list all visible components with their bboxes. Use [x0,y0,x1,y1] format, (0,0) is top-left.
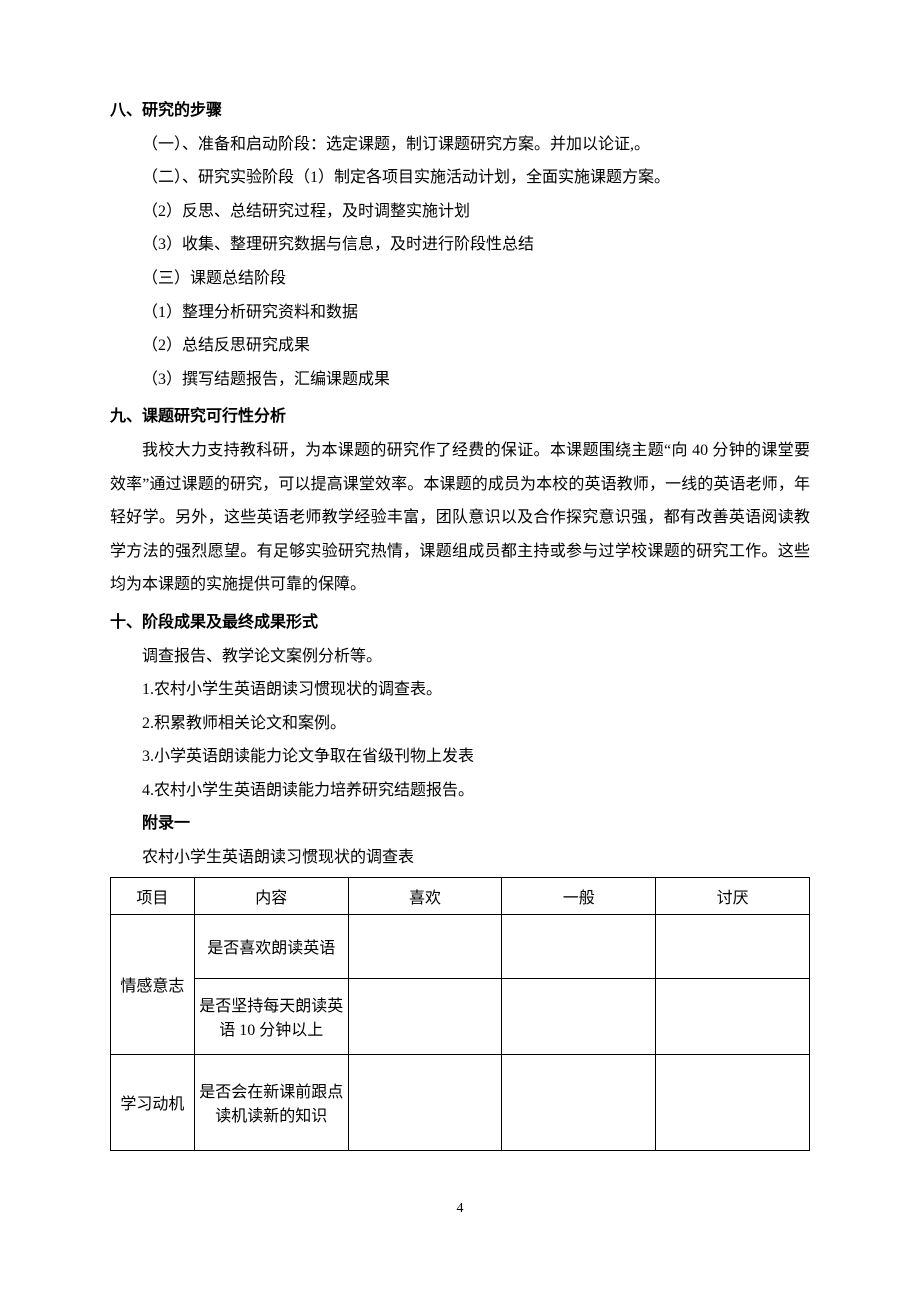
section-8-line-3: （2）反思、总结研究过程，及时调整实施计划 [110,195,810,229]
appendix-label: 附录一 [110,807,810,841]
table-category-cell: 情感意志 [111,914,195,1054]
section-8-line-4: （3）收集、整理研究数据与信息，及时进行阶段性总结 [110,228,810,262]
table-cell-average [502,1054,656,1150]
section-10-line-3: 2.积累教师相关论文和案例。 [110,707,810,741]
table-cell-average [502,914,656,978]
section-10-line-4: 3.小学英语朗读能力论文争取在省级刊物上发表 [110,740,810,774]
table-header-row: 项目 内容 喜欢 一般 讨厌 [111,877,810,914]
table-header-item: 项目 [111,877,195,914]
table-row: 是否坚持每天朗读英语 10 分钟以上 [111,978,810,1054]
section-8-line-2: （二）、研究实验阶段（1）制定各项目实施活动计划，全面实施课题方案。 [110,161,810,195]
table-cell-like [348,1054,502,1150]
table-row: 情感意志 是否喜欢朗读英语 [111,914,810,978]
table-content-cell: 是否坚持每天朗读英语 10 分钟以上 [194,978,348,1054]
table-header-content: 内容 [194,877,348,914]
table-cell-dislike [656,978,810,1054]
table-header-like: 喜欢 [348,877,502,914]
table-header-dislike: 讨厌 [656,877,810,914]
section-8-line-7: （2）总结反思研究成果 [110,329,810,363]
section-8-line-6: （1）整理分析研究资料和数据 [110,296,810,330]
section-8-line-5: （三）课题总结阶段 [110,262,810,296]
table-header-average: 一般 [502,877,656,914]
section-10-line-1: 调查报告、教学论文案例分析等。 [110,640,810,674]
section-10-line-2: 1.农村小学生英语朗读习惯现状的调查表。 [110,673,810,707]
table-category-cell: 学习动机 [111,1054,195,1150]
page-number: 4 [110,1201,810,1217]
table-cell-dislike [656,1054,810,1150]
section-8-line-8: （3）撰写结题报告，汇编课题成果 [110,363,810,397]
section-9-heading: 九、课题研究可行性分析 [110,400,810,434]
table-cell-average [502,978,656,1054]
section-8-line-1: （一）、准备和启动阶段：选定课题，制订课题研究方案。并加以论证,。 [110,128,810,162]
table-content-cell: 是否会在新课前跟点读机读新的知识 [194,1054,348,1150]
table-cell-like [348,914,502,978]
table-cell-dislike [656,914,810,978]
section-8-heading: 八、研究的步骤 [110,94,810,128]
section-10-heading: 十、阶段成果及最终成果形式 [110,606,810,640]
appendix-title: 农村小学生英语朗读习惯现状的调查表 [110,841,810,875]
table-cell-like [348,978,502,1054]
table-content-cell: 是否喜欢朗读英语 [194,914,348,978]
table-row: 学习动机 是否会在新课前跟点读机读新的知识 [111,1054,810,1150]
survey-table: 项目 内容 喜欢 一般 讨厌 情感意志 是否喜欢朗读英语 是否坚持每天朗读英语 … [110,877,810,1151]
section-9-paragraph: 我校大力支持教科研，为本课题的研究作了经费的保证。本课题围绕主题“向 40 分钟… [110,434,810,602]
section-10-line-5: 4.农村小学生英语朗读能力培养研究结题报告。 [110,774,810,808]
